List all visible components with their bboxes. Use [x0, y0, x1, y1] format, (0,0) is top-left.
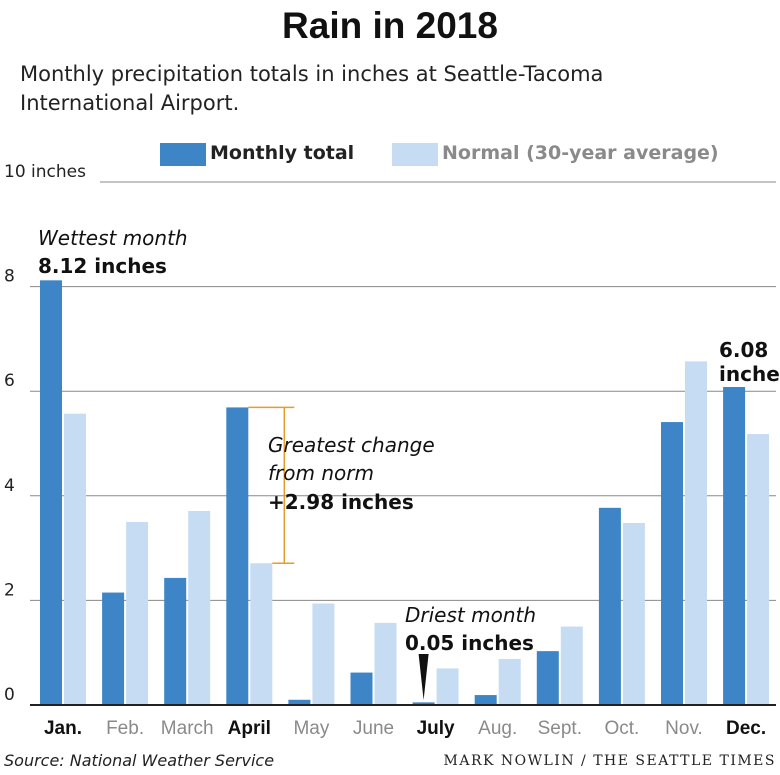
bar-normal	[560, 626, 583, 705]
annotation-wettest-value: 8.12 inches	[38, 254, 167, 278]
annotation-december-unit: inches	[719, 362, 780, 386]
annotation-change-label: from norm	[268, 461, 374, 485]
bar-monthly-total	[536, 651, 559, 705]
credit-line: MARK NOWLIN / THE SEATTLE TIMES	[443, 753, 776, 769]
y-tick-label: 4	[4, 476, 15, 496]
bar-monthly-total	[226, 407, 249, 705]
bar-monthly-total	[661, 422, 683, 705]
driest-pointer-icon	[418, 654, 429, 700]
bar-monthly-total	[164, 577, 187, 705]
x-tick-label: Sept.	[538, 718, 582, 739]
x-tick-label: Jan.	[44, 718, 82, 739]
y-tick-label: 8	[4, 267, 15, 287]
x-tick-label: May	[293, 718, 329, 739]
y-tick-label: 10 inches	[4, 162, 86, 182]
bar-monthly-total	[288, 699, 311, 705]
x-tick-label: Aug.	[478, 718, 517, 739]
x-tick-label: Dec.	[726, 718, 766, 739]
y-tick-label: 0	[4, 685, 15, 705]
y-tick-label: 2	[4, 580, 15, 600]
x-tick-label: Nov.	[665, 718, 703, 739]
annotation-wettest-label: Wettest month	[38, 226, 188, 250]
bar-normal	[126, 521, 149, 705]
chart-title: Rain in 2018	[282, 5, 498, 46]
source-note: Source: National Weather Service	[4, 751, 275, 770]
x-tick-label: March	[161, 718, 214, 739]
bar-normal	[436, 668, 459, 705]
annotation-change-value: +2.98 inches	[268, 490, 414, 514]
legend-label-normal: Normal (30-year average)	[442, 142, 719, 164]
annotation-change-label: Greatest change	[268, 433, 435, 457]
x-tick-label: April	[228, 718, 271, 739]
bar-monthly-total	[598, 507, 621, 705]
legend-swatch-normal	[392, 143, 438, 166]
legend-swatch-monthly	[160, 143, 206, 166]
y-tick-label: 6	[4, 371, 15, 391]
annotation-driest-value: 0.05 inches	[405, 631, 534, 655]
bar-monthly-total	[723, 387, 746, 705]
bar-monthly-total	[474, 695, 497, 705]
x-tick-label: Feb.	[106, 718, 144, 739]
bar-monthly-total	[412, 702, 435, 705]
bar-normal	[374, 622, 397, 705]
bar-normal	[622, 522, 645, 705]
x-tick-label: July	[417, 718, 455, 739]
bar-monthly-total	[102, 592, 125, 705]
bar-normal	[188, 510, 211, 705]
x-tick-label: June	[353, 718, 394, 739]
bar-normal	[312, 603, 335, 705]
legend-label-monthly: Monthly total	[210, 142, 355, 164]
annotation-driest-label: Driest month	[405, 603, 536, 627]
bar-normal	[250, 563, 273, 705]
x-tick-label: Oct.	[604, 718, 639, 739]
bar-normal	[747, 434, 770, 705]
bar-normal	[64, 413, 86, 705]
annotation-december-value: 6.08	[719, 338, 768, 362]
bar-monthly-total	[40, 280, 62, 705]
bar-monthly-total	[350, 672, 373, 705]
bar-normal	[685, 361, 707, 705]
bar-normal	[498, 658, 521, 705]
chart-subtitle: Monthly precipitation totals in inches a…	[20, 62, 604, 115]
